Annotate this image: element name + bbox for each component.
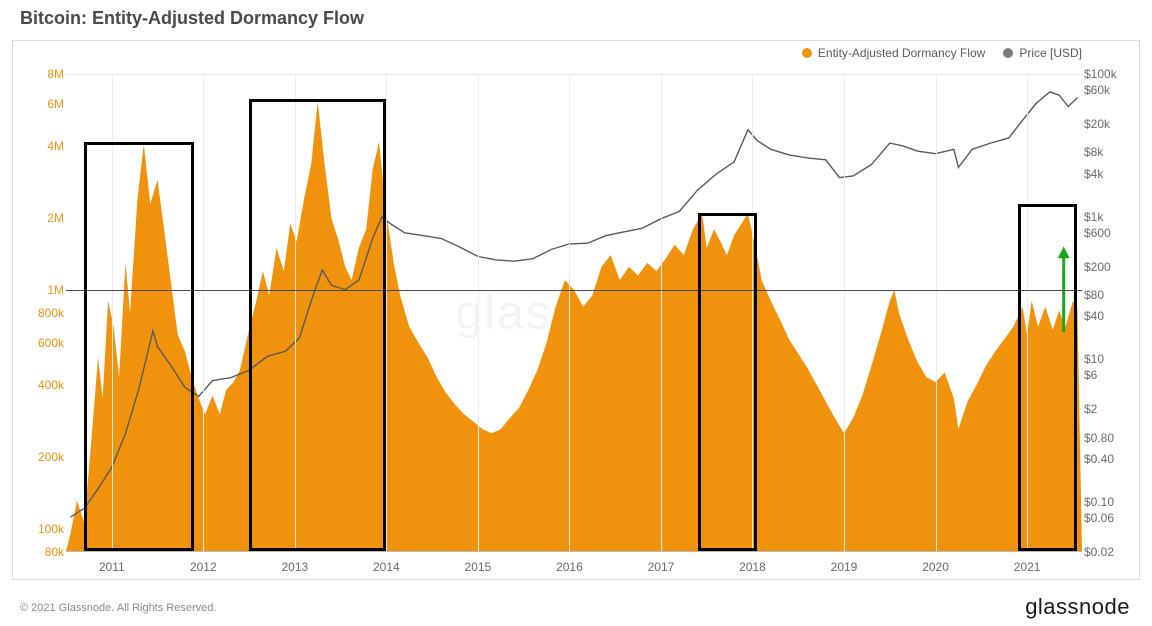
x-axis-label: 2014 [373,560,400,574]
y-left-axis-label: 600k [20,336,64,350]
legend-item-dormancy: Entity-Adjusted Dormancy Flow [802,46,985,60]
y-right-axis-label: $0.40 [1084,452,1134,466]
x-axis-label: 2019 [831,560,858,574]
y-right-axis-label: $10 [1084,352,1134,366]
y-left-axis-label: 100k [20,522,64,536]
x-axis-label: 2020 [922,560,949,574]
y-right-axis-label: $8k [1084,145,1134,159]
x-axis-label: 2016 [556,560,583,574]
y-right-axis-label: $6 [1084,368,1134,382]
y-right-axis-label: $0.80 [1084,431,1134,445]
y-right-axis-label: $60k [1084,83,1134,97]
gridline-vertical [752,75,753,551]
gridline-vertical [386,75,387,551]
y-right-axis-label: $20k [1084,117,1134,131]
y-right-axis-label: $40 [1084,309,1134,323]
legend-label-dormancy: Entity-Adjusted Dormancy Flow [818,46,985,60]
gridline-vertical [569,75,570,551]
gridline-vertical [295,75,296,551]
up-arrow [66,75,1082,551]
y-left-axis-label: 2M [20,211,64,225]
plot-area: glassnode [66,74,1082,552]
highlight-box [249,99,386,551]
legend-label-price: Price [USD] [1019,46,1082,60]
x-axis-label: 2015 [465,560,492,574]
x-axis-label: 2013 [281,560,308,574]
y-right-axis-label: $0.02 [1084,545,1134,559]
gridline-vertical [936,75,937,551]
x-axis-label: 2018 [739,560,766,574]
x-axis-label: 2011 [99,560,125,574]
y-left-axis-label: 400k [20,378,64,392]
x-axis-label: 2021 [1014,560,1041,574]
y-right-axis-label: $0.10 [1084,495,1134,509]
y-right-axis-label: $1k [1084,210,1134,224]
legend: Entity-Adjusted Dormancy Flow Price [USD… [802,46,1082,60]
y-left-axis-label: 8M [20,67,64,81]
y-left-axis-label: 1M [20,283,64,297]
y-left-axis-label: 4M [20,139,64,153]
gridline-vertical [203,75,204,551]
x-axis-label: 2012 [190,560,217,574]
legend-item-price: Price [USD] [1003,46,1082,60]
y-right-axis-label: $2 [1084,402,1134,416]
x-axis-label: 2017 [648,560,675,574]
gridline-vertical [661,75,662,551]
y-right-axis-label: $80 [1084,288,1134,302]
gridline-vertical [1027,75,1028,551]
legend-dot-price [1003,48,1013,58]
y-right-axis-label: $200 [1084,260,1134,274]
price-line [66,75,1082,551]
y-right-axis-label: $100k [1084,67,1134,81]
y-left-axis-label: 80k [20,545,64,559]
y-left-axis-label: 200k [20,450,64,464]
gridline-vertical [478,75,479,551]
watermark: glassnode [456,286,693,341]
gridline-vertical [844,75,845,551]
highlight-box [698,213,757,551]
copyright-footer: © 2021 Glassnode. All Rights Reserved. [20,602,216,614]
y-left-axis-label: 800k [20,306,64,320]
y-right-axis-label: $0.06 [1084,511,1134,525]
highlight-box [84,142,194,551]
brand-logo: glassnode [1025,594,1130,620]
y-left-axis-label: 6M [20,97,64,111]
dormancy-area [66,75,1082,551]
legend-dot-dormancy [802,48,812,58]
threshold-line [66,290,1082,291]
y-right-axis-label: $4k [1084,167,1134,181]
y-right-axis-label: $600 [1084,226,1134,240]
gridline-vertical [112,75,113,551]
chart-title: Bitcoin: Entity-Adjusted Dormancy Flow [20,8,364,29]
